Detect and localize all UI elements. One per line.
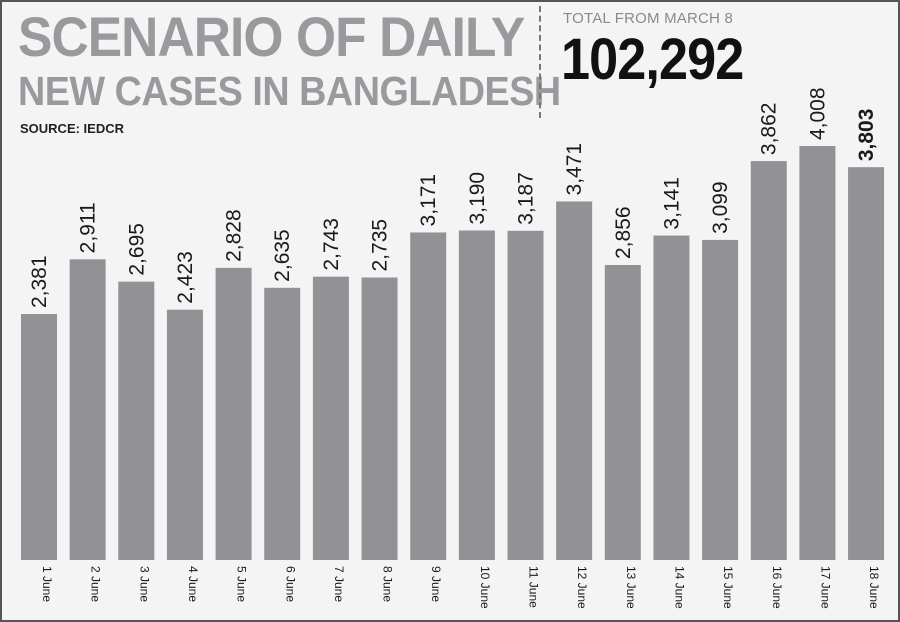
- value-label-9: 3,171: [417, 174, 440, 227]
- category-label-11: 11 June: [527, 566, 541, 608]
- bar-9: [410, 232, 447, 560]
- category-label-13: 13 June: [624, 566, 638, 609]
- bar-15: [702, 239, 739, 560]
- category-label-14: 14 June: [672, 566, 686, 609]
- value-label-6: 2,635: [271, 229, 294, 282]
- value-label-18: 3,803: [855, 109, 878, 162]
- total-label: TOTAL FROM MARCH 8: [563, 10, 733, 27]
- source-note: SOURCE: IEDCR: [20, 121, 125, 136]
- category-label-3: 3 June: [137, 566, 151, 602]
- bar-8: [361, 277, 398, 560]
- bar-2: [69, 259, 106, 560]
- total-value: 102,292: [561, 27, 744, 92]
- category-label-12: 12 June: [575, 566, 589, 609]
- bar-4: [166, 309, 203, 560]
- header-divider: [539, 6, 541, 118]
- bar-12: [556, 201, 593, 560]
- bar-5: [215, 267, 252, 560]
- value-label-17: 4,008: [806, 87, 829, 140]
- value-label-14: 3,141: [660, 177, 683, 230]
- value-label-10: 3,190: [466, 172, 489, 225]
- category-label-18: 18 June: [867, 566, 881, 609]
- category-label-2: 2 June: [89, 566, 103, 602]
- category-label-16: 16 June: [770, 566, 784, 609]
- category-label-8: 8 June: [381, 566, 395, 602]
- category-label-1: 1 June: [40, 566, 54, 602]
- bar-1: [21, 314, 57, 560]
- value-label-4: 2,423: [174, 251, 197, 304]
- chart-title-line-1: SCENARIO OF DAILY: [18, 5, 525, 68]
- chart-title-line-2: NEW CASES IN BANGLADESH: [18, 68, 561, 114]
- value-label-16: 3,862: [758, 103, 781, 156]
- category-label-7: 7 June: [332, 566, 346, 602]
- category-label-5: 5 June: [235, 566, 249, 602]
- value-label-12: 3,471: [563, 143, 586, 196]
- value-label-13: 2,856: [612, 206, 635, 259]
- value-label-11: 3,187: [515, 172, 538, 225]
- category-label-4: 4 June: [186, 566, 200, 602]
- bar-11: [507, 230, 544, 560]
- bar-7: [312, 276, 349, 560]
- value-label-8: 2,735: [369, 219, 392, 272]
- bar-3: [118, 281, 155, 560]
- bar-13: [604, 264, 641, 560]
- bar-14: [653, 235, 690, 560]
- category-label-15: 15 June: [721, 566, 735, 609]
- category-label-17: 17 June: [818, 566, 832, 609]
- bar-18: [848, 167, 885, 560]
- bar-16: [750, 161, 787, 560]
- bar-10: [458, 230, 495, 560]
- value-label-1: 2,381: [28, 255, 51, 308]
- category-label-9: 9 June: [429, 566, 443, 602]
- value-label-3: 2,695: [125, 223, 148, 276]
- category-label-10: 10 June: [478, 566, 492, 609]
- category-label-6: 6 June: [283, 566, 297, 602]
- value-label-5: 2,828: [223, 209, 246, 262]
- value-label-15: 3,099: [709, 181, 732, 234]
- bar-6: [264, 287, 301, 560]
- bar-17: [799, 146, 836, 560]
- value-label-7: 2,743: [320, 218, 343, 271]
- value-label-2: 2,911: [77, 202, 100, 253]
